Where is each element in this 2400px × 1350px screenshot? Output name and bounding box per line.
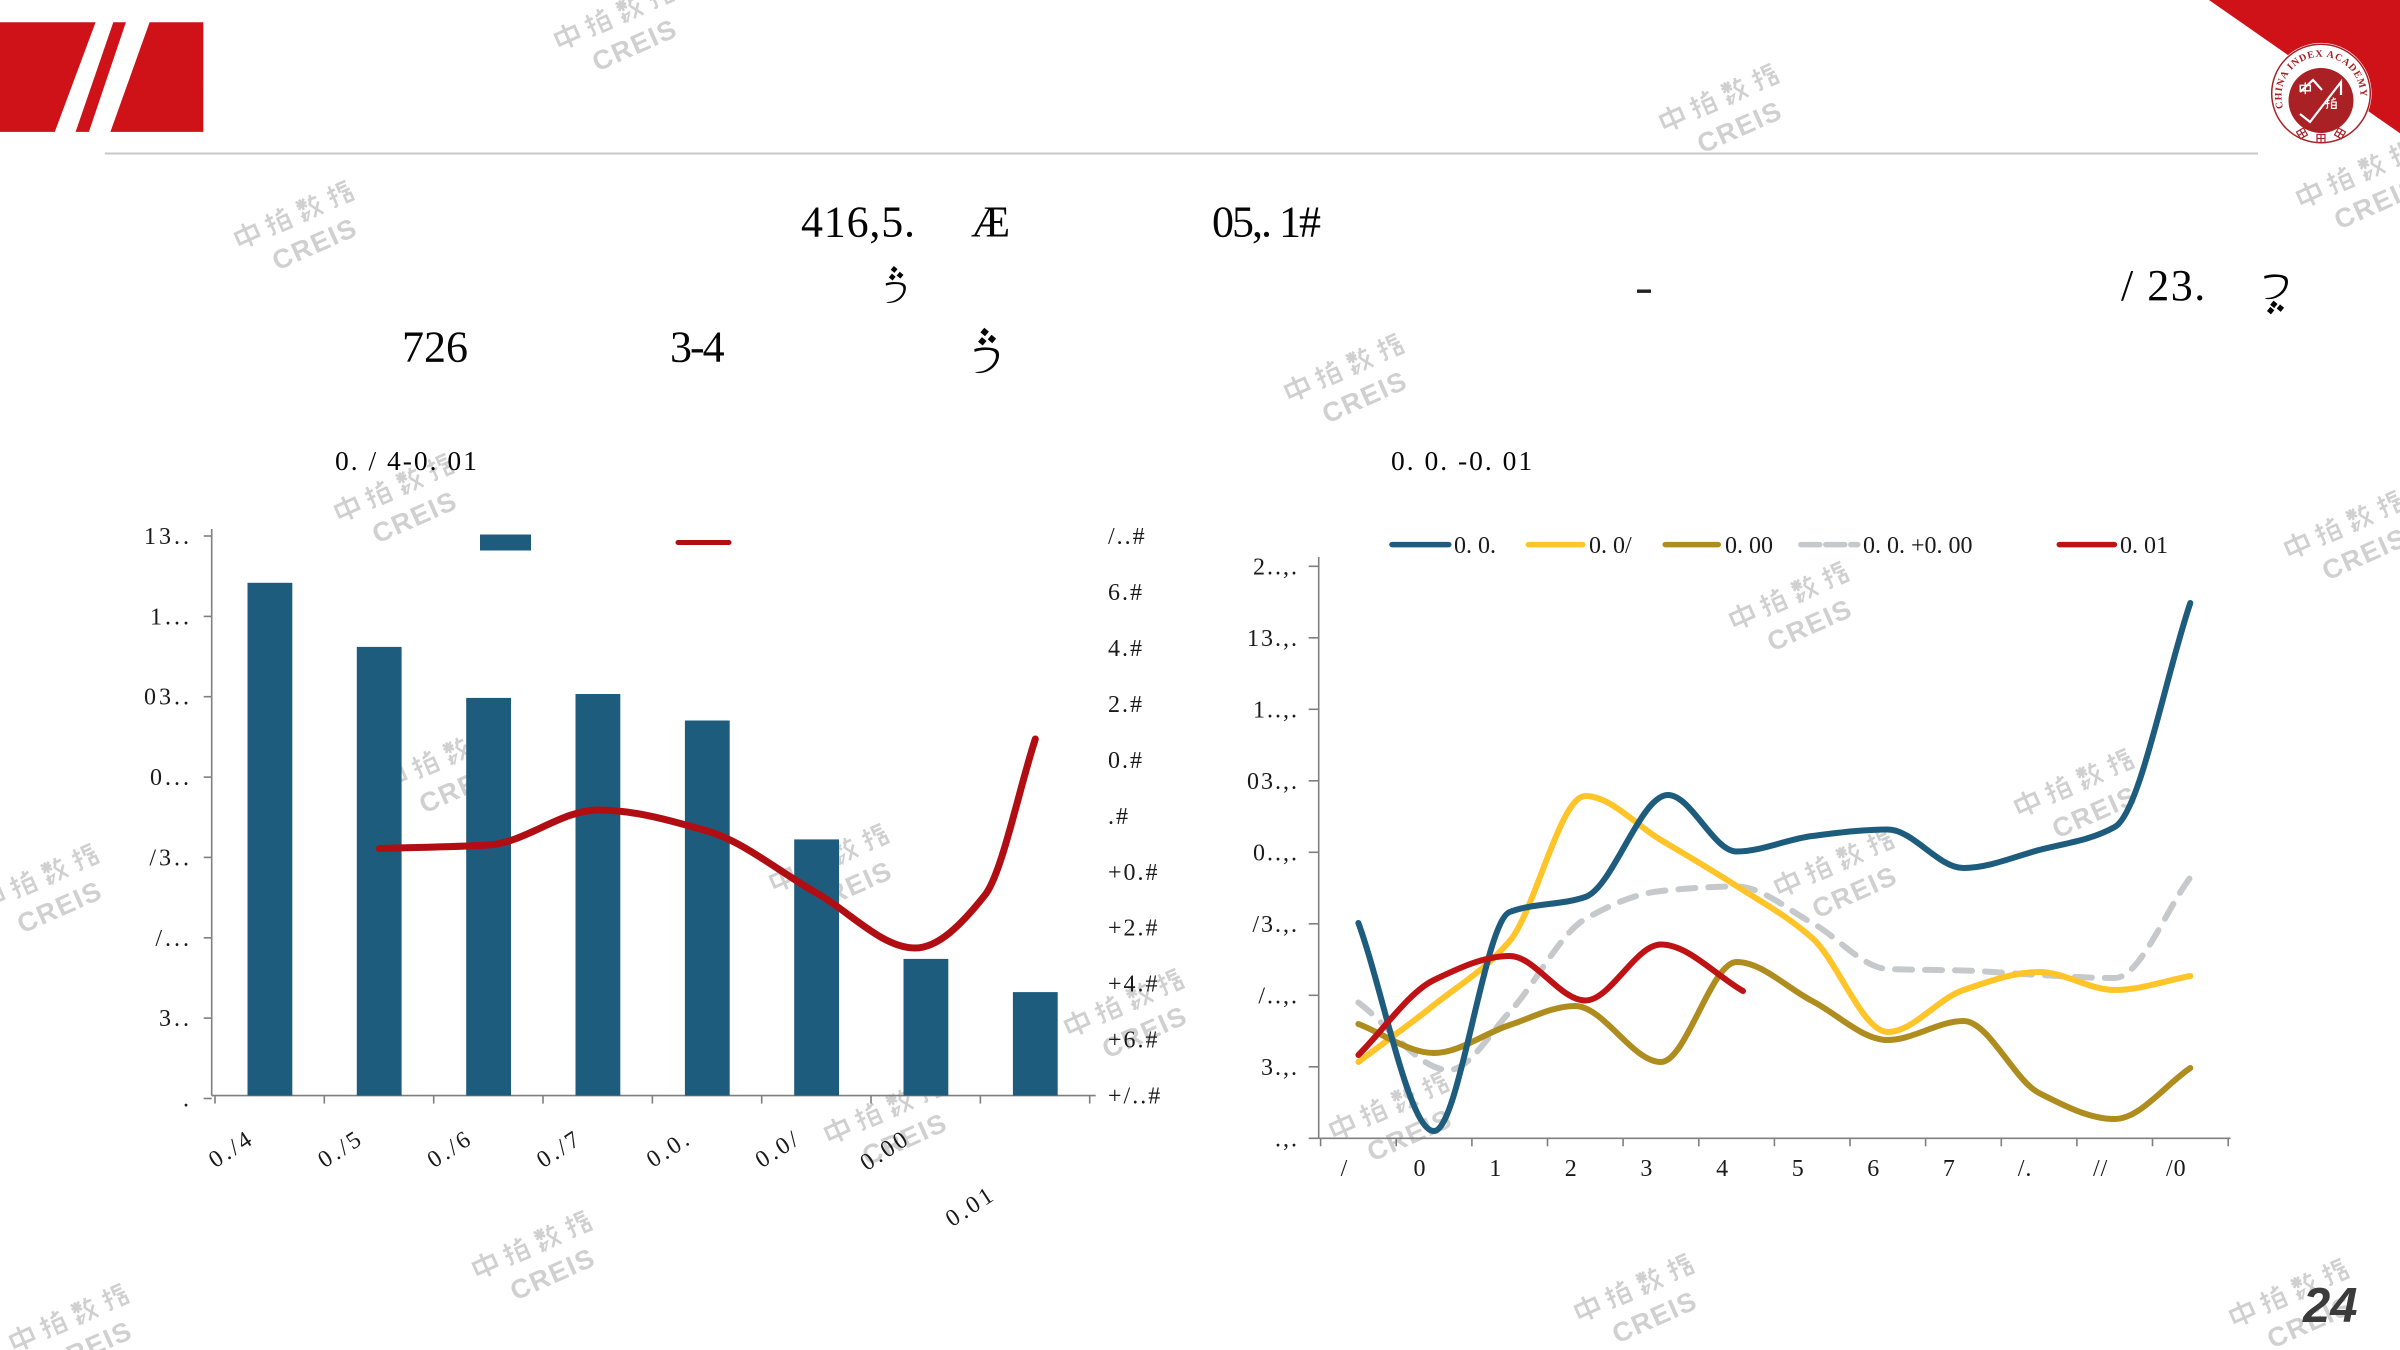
svg-text:.#: .# xyxy=(1108,804,1130,830)
svg-text:4: 4 xyxy=(1716,1156,1729,1182)
svg-text:0.0/: 0.0/ xyxy=(751,1125,806,1173)
svg-text:+0.#: +0.# xyxy=(1108,860,1160,886)
svg-text:0. / 4-0. 01: 0. / 4-0. 01 xyxy=(335,445,479,476)
svg-text:+/..#: +/..# xyxy=(1108,1084,1162,1110)
svg-text:0.0.: 0.0. xyxy=(642,1125,696,1173)
svg-text:03.,.: 03.,. xyxy=(1247,769,1299,795)
svg-text:0. 0.: 0. 0. xyxy=(1454,533,1496,559)
svg-text:0...: 0... xyxy=(150,765,192,791)
svg-text:Æ: Æ xyxy=(971,198,1010,247)
svg-text:1: 1 xyxy=(1489,1156,1502,1182)
svg-text:.,.: .,. xyxy=(1275,1126,1299,1152)
svg-text:.: . xyxy=(183,1087,192,1113)
svg-text:/..,.: /..,. xyxy=(1258,983,1299,1009)
svg-text:03..: 03.. xyxy=(144,685,192,711)
svg-text:/0: /0 xyxy=(2166,1156,2187,1182)
svg-text:6: 6 xyxy=(1867,1156,1880,1182)
svg-text:/3.,.: /3.,. xyxy=(1252,912,1299,938)
svg-text:0. 0. -0. 01: 0. 0. -0. 01 xyxy=(1391,445,1534,476)
svg-text:2.#: 2.# xyxy=(1108,692,1144,718)
svg-text:0. 01: 0. 01 xyxy=(2120,533,2168,559)
svg-text:/3..: /3.. xyxy=(149,845,192,871)
svg-text:0..,.: 0..,. xyxy=(1253,840,1299,866)
svg-text:5: 5 xyxy=(1792,1156,1805,1182)
svg-text:2..,.: 2..,. xyxy=(1253,554,1299,580)
svg-text:3-4: 3-4 xyxy=(670,323,725,372)
svg-text:/ 23.: / 23. xyxy=(2121,261,2207,310)
svg-text:0./5: 0./5 xyxy=(313,1125,368,1173)
svg-text:0./4: 0./4 xyxy=(204,1125,259,1173)
svg-text:2: 2 xyxy=(1565,1156,1578,1182)
svg-text:/..#: /..# xyxy=(1108,524,1147,550)
svg-text:6.#: 6.# xyxy=(1108,580,1144,606)
svg-text:0. 00: 0. 00 xyxy=(1725,533,1773,559)
svg-text:0./7: 0./7 xyxy=(532,1125,587,1173)
svg-text:/...: /... xyxy=(155,926,192,952)
svg-text://: // xyxy=(2093,1156,2108,1182)
svg-text:24: 24 xyxy=(2302,1279,2358,1333)
svg-text:4.#: 4.# xyxy=(1108,636,1144,662)
svg-text:3.,.: 3.,. xyxy=(1261,1055,1299,1081)
svg-text:1...: 1... xyxy=(150,604,192,630)
svg-text:/: / xyxy=(1341,1156,1349,1182)
svg-text:0.01: 0.01 xyxy=(941,1181,1000,1232)
svg-text:7: 7 xyxy=(1943,1156,1956,1182)
svg-text:0: 0 xyxy=(1414,1156,1427,1182)
svg-text:3..: 3.. xyxy=(159,1006,192,1032)
svg-text:726: 726 xyxy=(402,323,468,372)
svg-text:0.#: 0.# xyxy=(1108,748,1144,774)
svg-text:+2.#: +2.# xyxy=(1108,916,1160,942)
svg-text:/.: /. xyxy=(2018,1156,2033,1182)
svg-text:3: 3 xyxy=(1640,1156,1653,1182)
svg-text:416,5.: 416,5. xyxy=(801,198,916,247)
svg-text:0. 0. +0. 00: 0. 0. +0. 00 xyxy=(1863,533,1973,559)
svg-text:0./6: 0./6 xyxy=(423,1125,478,1173)
svg-text:05,. 1#: 05,. 1# xyxy=(1212,198,1321,247)
svg-text:1..,.: 1..,. xyxy=(1253,697,1299,723)
svg-text:13.,.: 13.,. xyxy=(1247,626,1299,652)
svg-text:13..: 13.. xyxy=(144,524,192,550)
svg-text:+6.#: +6.# xyxy=(1108,1028,1160,1054)
svg-text:0. 0/: 0. 0/ xyxy=(1589,533,1632,559)
svg-text:+4.#: +4.# xyxy=(1108,972,1160,998)
